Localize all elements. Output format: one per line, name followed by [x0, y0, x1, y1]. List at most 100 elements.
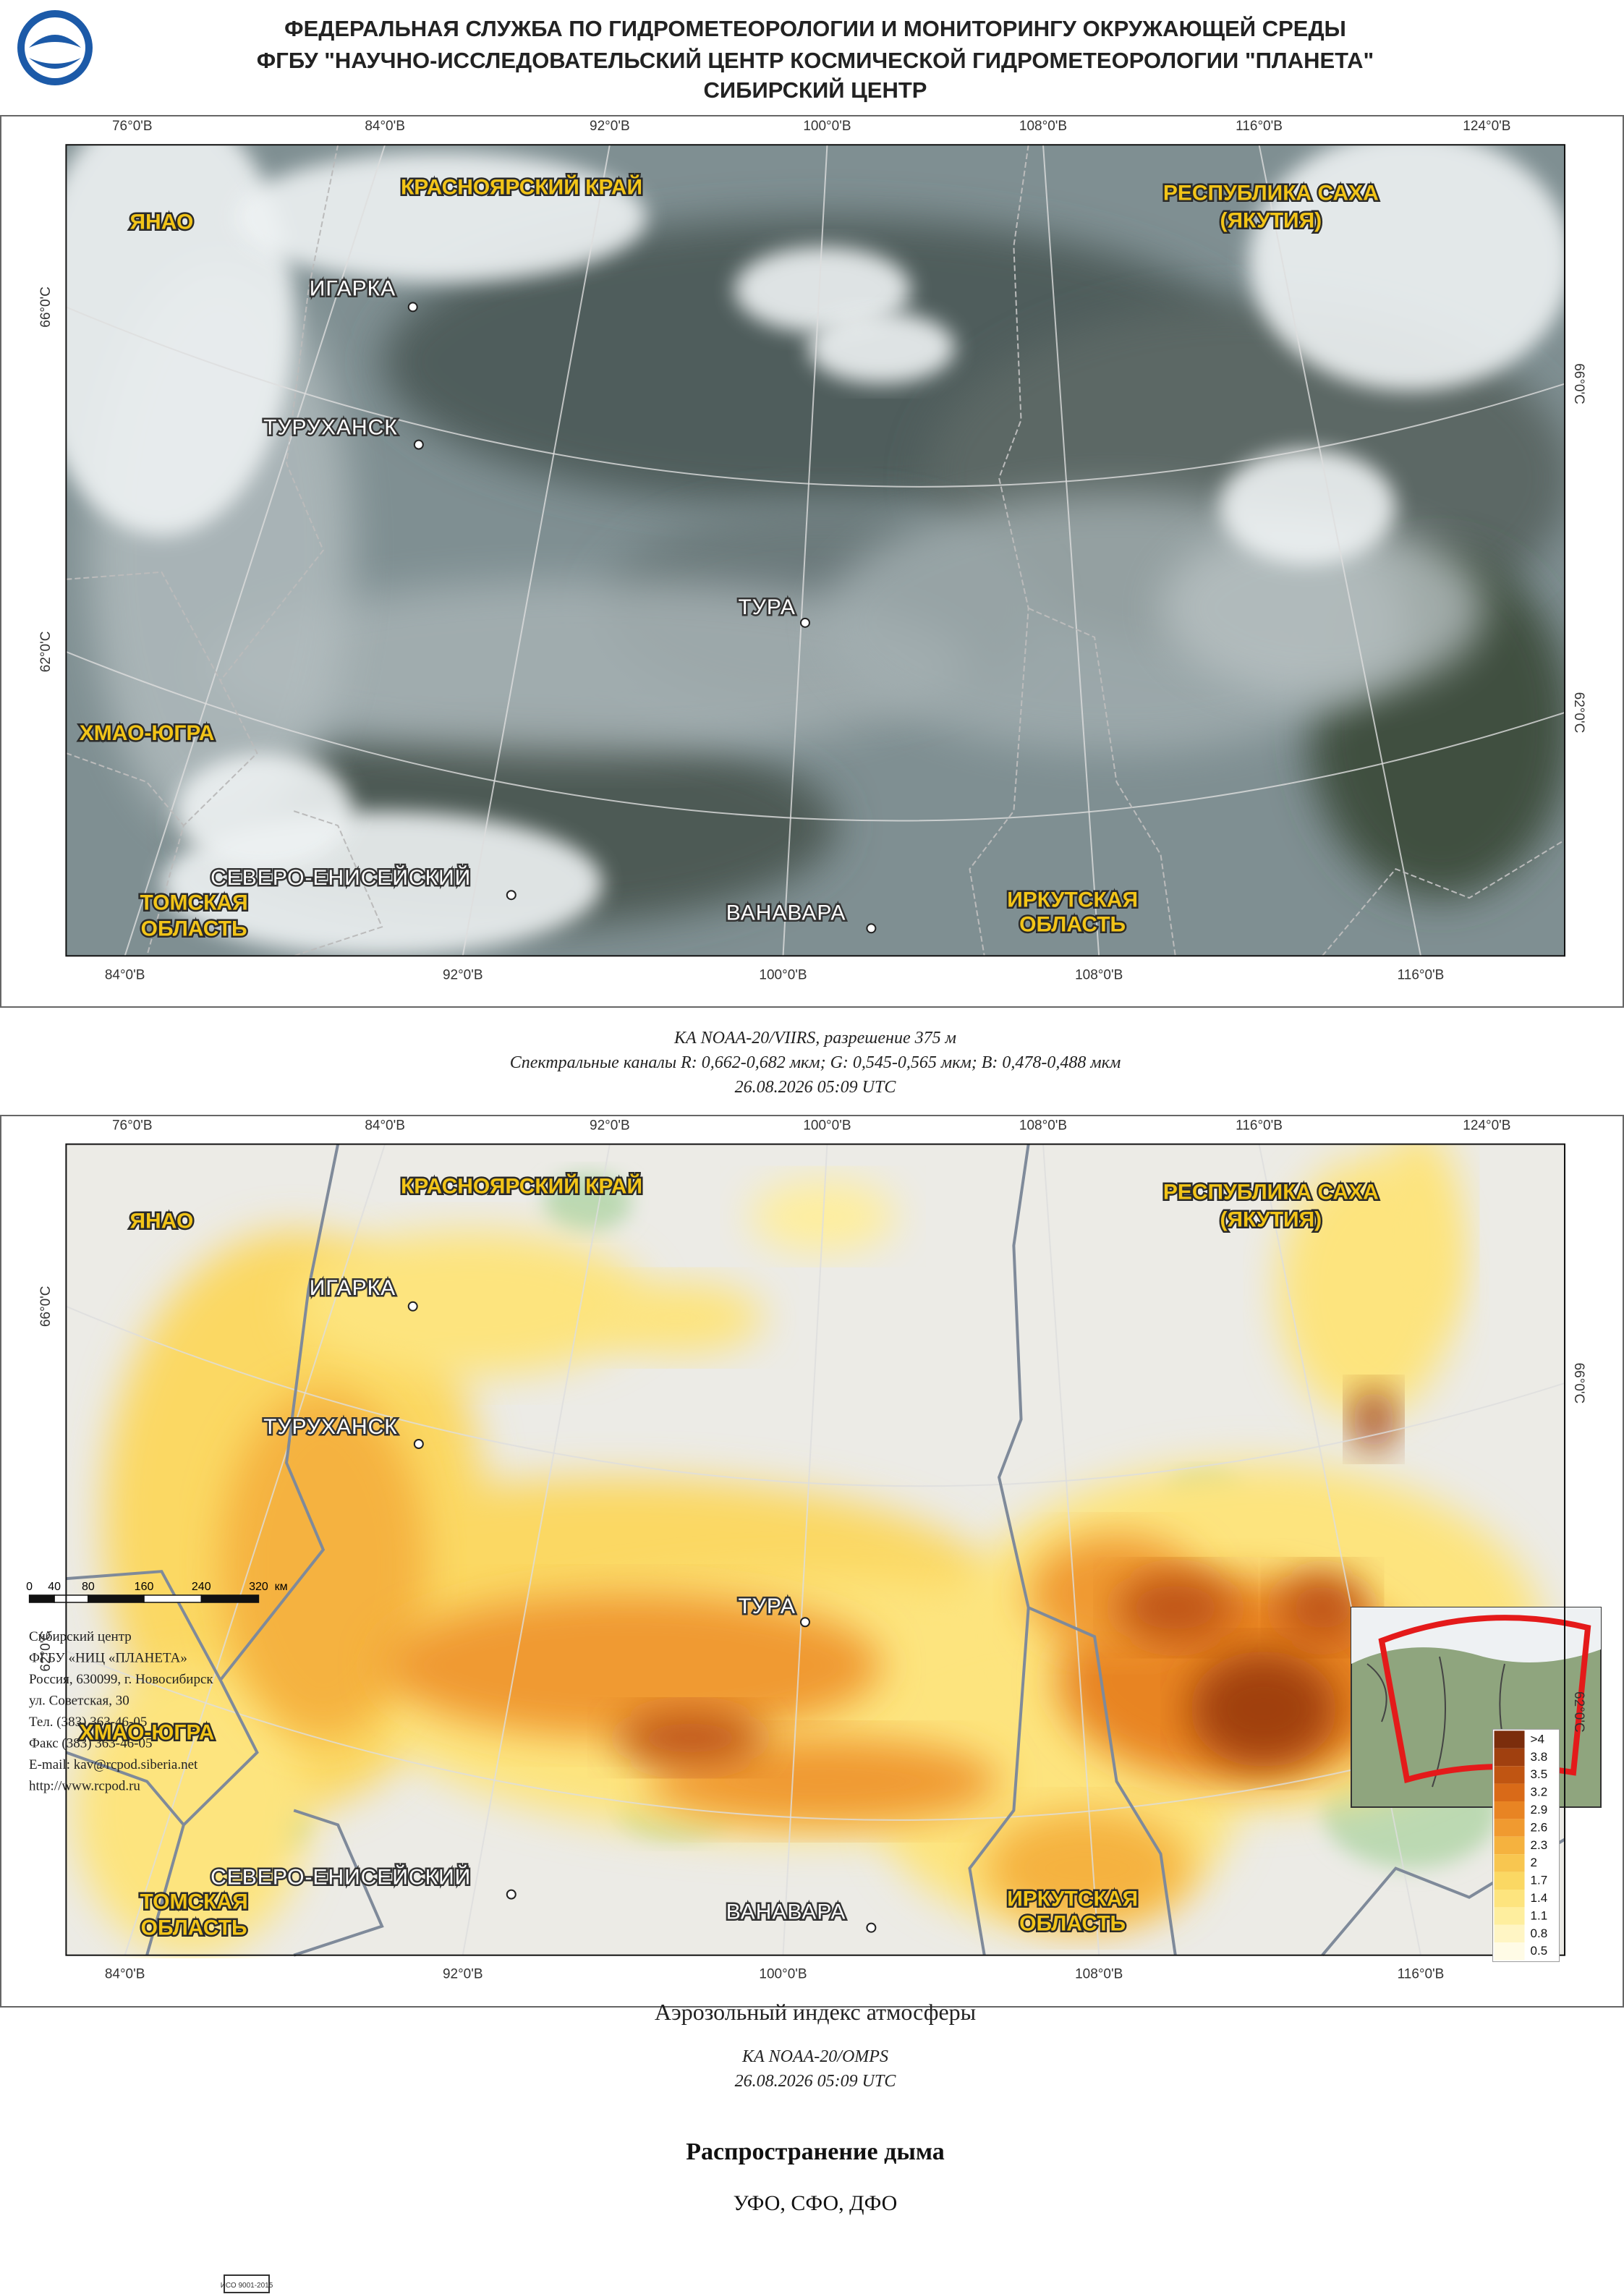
graticule-line [1258, 1144, 1421, 1955]
region-label: ЯНАО [129, 1210, 193, 1233]
lon-label: 116°0'В [1398, 967, 1445, 982]
scale-segment [28, 1594, 55, 1603]
lat-label: 66°0'С [1571, 1363, 1586, 1404]
legend-swatch [1494, 1730, 1525, 1749]
region-label: ХМАО-ЮГРА [80, 721, 215, 745]
city-marker [407, 1301, 418, 1312]
lon-label: 100°0'В [759, 967, 807, 982]
map-frame [65, 1143, 1566, 1956]
smoke-haze [205, 579, 970, 754]
contact-line: ул. Советская, 30 [29, 1694, 129, 1709]
product-title: Распространение дыма [686, 2138, 945, 2165]
region-label: ОБЛАСТЬ [1019, 1912, 1126, 1936]
admin-border [66, 1751, 185, 1826]
map-panel-border [0, 115, 1624, 1008]
city-marker [407, 302, 418, 313]
legend-label: 1.4 [1531, 1891, 1548, 1905]
admin-border [66, 1570, 222, 1681]
certification-logo: ИСО 9001-2015 [221, 2274, 273, 2293]
admin-border [293, 1809, 384, 1957]
city-marker [413, 1438, 424, 1449]
legend-swatch [1494, 1748, 1525, 1767]
region-label: КРАСНОЯРСКИЙ КРАЙ [401, 1174, 642, 1199]
admin-border [66, 571, 221, 681]
legend-label: 1.1 [1531, 1908, 1548, 1922]
inset-map [1351, 1607, 1602, 1808]
graticule-line [1042, 145, 1100, 956]
city-label: ТУРА [738, 1594, 795, 1618]
city-label: СЕВЕРО-ЕНИСЕЙСКИЙ [211, 1865, 471, 1890]
region-label: ОБЛАСТЬ [1019, 912, 1126, 936]
smoke-area [984, 1810, 1191, 1926]
caption-line: 26.08.2026 05:09 UTC [735, 2072, 897, 2091]
legend-label: >4 [1531, 1732, 1544, 1746]
scale-label: 160 [135, 1581, 154, 1593]
legend-swatch [1494, 1836, 1525, 1855]
lon-label: 116°0'В [1236, 119, 1283, 134]
legend-label: 3.5 [1531, 1767, 1548, 1781]
region-label: РЕСПУБЛИКА САХА [1163, 1181, 1379, 1205]
legend-swatch [1494, 1924, 1525, 1943]
graticule-line [782, 145, 828, 956]
scale-label: 0 [26, 1581, 33, 1593]
smoke-area [220, 1390, 426, 1738]
scale-segment [200, 1594, 260, 1603]
lat-label: 62°0'С [38, 632, 54, 673]
region-label: РЕСПУБЛИКА САХА [1163, 181, 1379, 205]
city-label: ВАНАВАРА [726, 901, 846, 925]
legend-swatch [1494, 1766, 1525, 1784]
legend-swatch [1494, 1872, 1525, 1890]
certification-text: ИСО 9001-2015 [221, 2282, 273, 2290]
lon-label: 100°0'В [803, 119, 851, 134]
header-line: СИБИРСКИЙ ЦЕНТР [704, 77, 927, 103]
lon-label: 92°0'В [590, 1118, 630, 1134]
region-label: ТОМСКАЯ [140, 1890, 248, 1914]
lon-label: 84°0'В [105, 1967, 145, 1982]
lon-label: 92°0'В [443, 1967, 483, 1982]
contact-line: Факс (383) 363-46-05 [29, 1736, 152, 1751]
satellite-image [66, 145, 1565, 956]
graticule-line [124, 1144, 386, 1956]
contact-line: Сибирский центр [29, 1629, 132, 1644]
lon-label: 100°0'В [803, 1118, 851, 1134]
lat-label: 66°0'С [38, 1286, 54, 1327]
region-label: ЯНАО [129, 210, 193, 234]
smoke-area [1116, 1571, 1235, 1644]
admin-border [1027, 1606, 1177, 1955]
legend-label: 1.7 [1531, 1874, 1548, 1887]
region-label: (ЯКУТИЯ) [1220, 208, 1322, 232]
cloud [808, 311, 956, 384]
legend-label: 3.2 [1531, 1785, 1548, 1799]
lat-label: 66°0'С [38, 286, 54, 328]
scale-segment [88, 1594, 145, 1603]
cloud [176, 753, 353, 870]
aerosol-title: Аэрозольный индекс атмосферы [655, 1999, 976, 2025]
legend-swatch [1494, 1854, 1525, 1872]
caption-line: КА NOAA-20/VIIRS, разрешение 375 м [673, 1029, 956, 1048]
legend-label: 2 [1531, 1856, 1537, 1869]
scale-label: км [275, 1581, 288, 1593]
cloud [1249, 145, 1565, 391]
lat-label: 62°0'С [38, 1631, 54, 1672]
region-label: ИРКУТСКАЯ [1007, 888, 1138, 912]
admin-border [66, 752, 184, 826]
contact-block: Сибирский центр ФГБУ «НИЦ «ПЛАНЕТА» Россия… [29, 1629, 213, 1794]
city-marker [506, 1889, 516, 1900]
smoke-haze [1160, 521, 1484, 695]
legend-swatch [1494, 1783, 1525, 1801]
graticule-line [782, 1144, 828, 1955]
lon-label: 116°0'В [1236, 1118, 1283, 1134]
caption-line: Спектральные каналы R: 0,662-0,682 мкм; … [510, 1053, 1121, 1072]
lon-label: 76°0'В [112, 1118, 153, 1134]
admin-border [969, 145, 1029, 956]
legend-label: 0.8 [1531, 1926, 1548, 1940]
city-label: ВАНАВАРА [726, 1900, 846, 1924]
lon-label: 108°0'В [1019, 119, 1067, 134]
cloud [734, 246, 911, 334]
region-label: ОБЛАСТЬ [141, 1916, 247, 1940]
legend-label: 2.6 [1531, 1820, 1548, 1834]
scale-segment [54, 1594, 89, 1603]
scale-label: 40 [48, 1581, 61, 1593]
smoke-area [1277, 1571, 1366, 1644]
